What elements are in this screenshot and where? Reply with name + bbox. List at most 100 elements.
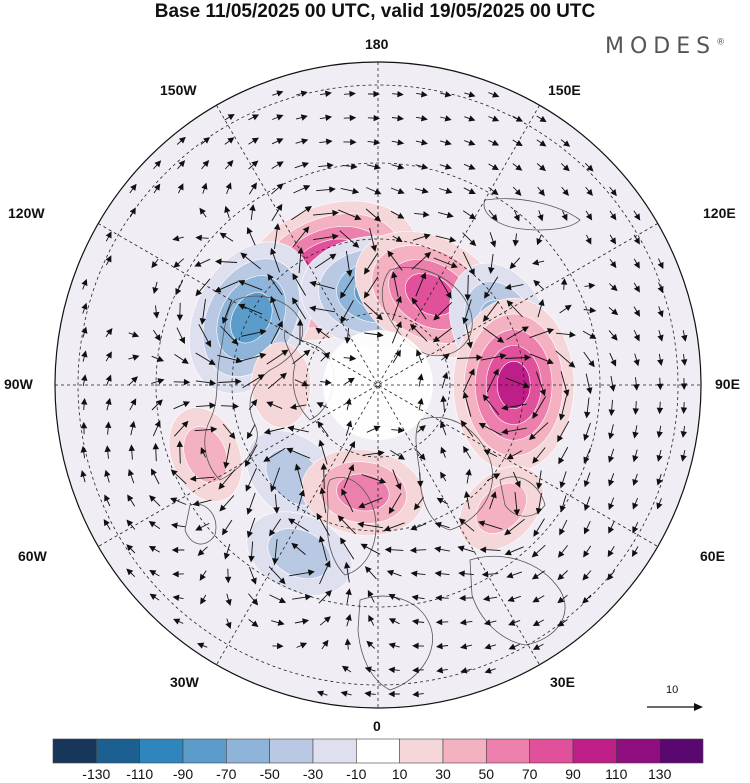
wind-arrowhead: [504, 528, 512, 536]
wind-arrowhead: [421, 139, 428, 146]
wind-vector: [438, 276, 450, 296]
wind-arrowhead: [610, 261, 617, 269]
anomaly-contour: [336, 473, 390, 512]
wind-arrowhead: [410, 524, 418, 531]
wind-arrowhead: [104, 494, 111, 502]
wind-arrowhead: [417, 397, 424, 405]
wind-arrowhead: [488, 267, 495, 274]
wind-arrowhead: [363, 291, 371, 299]
wind-arrowhead: [680, 407, 688, 415]
wind-arrowhead: [478, 423, 486, 429]
wind-vector: [361, 523, 383, 529]
wind-arrowhead: [105, 231, 112, 239]
wind-arrowhead: [412, 666, 419, 674]
wind-arrowhead: [435, 594, 442, 602]
wind-vector: [412, 235, 428, 241]
wind-vector: [529, 353, 551, 363]
wind-arrowhead: [200, 447, 207, 455]
wind-vector: [220, 325, 236, 343]
wind-arrowhead: [286, 447, 294, 454]
wind-vector: [241, 305, 263, 315]
wind-arrowhead: [656, 478, 663, 486]
wind-arrowhead: [445, 187, 453, 194]
wind-arrowhead: [512, 239, 519, 247]
wind-arrowhead: [153, 183, 161, 191]
wind-arrowhead: [468, 115, 476, 122]
wind-arrowhead: [532, 596, 540, 603]
wind-arrowhead: [538, 299, 545, 307]
wind-vector: [222, 423, 234, 437]
wind-arrowhead: [223, 552, 231, 560]
wind-arrowhead: [681, 334, 688, 342]
wind-arrowhead: [434, 570, 442, 577]
wind-arrowhead: [170, 469, 178, 477]
wind-vector: [363, 452, 381, 456]
wind-vector: [560, 395, 568, 417]
colorbar-tick-label: 110: [605, 766, 628, 782]
wind-arrowhead: [126, 544, 134, 552]
wind-arrowhead: [582, 596, 589, 604]
colorbar: [52, 738, 704, 764]
wind-vector: [464, 395, 472, 417]
wind-arrowhead: [583, 433, 590, 441]
wind-arrowhead: [251, 137, 259, 144]
wind-vectors: [80, 90, 688, 698]
wind-vector: [508, 546, 524, 554]
wind-arrowhead: [388, 666, 396, 674]
wind-arrowhead: [301, 161, 310, 169]
wind-arrowhead: [632, 455, 639, 463]
wind-arrowhead: [513, 214, 520, 222]
wind-arrowhead: [436, 667, 444, 674]
wind-arrowhead: [277, 642, 284, 650]
wind-arrowhead: [337, 515, 345, 523]
wind-arrowhead: [397, 212, 405, 219]
wind-vector: [508, 284, 524, 288]
wind-arrowhead: [373, 215, 382, 222]
brand-name: MODES: [605, 34, 717, 59]
wind-arrowhead: [251, 598, 259, 606]
wind-arrowhead: [259, 328, 267, 336]
wind-arrowhead: [656, 502, 663, 510]
wind-vector: [296, 493, 304, 511]
wind-arrowhead: [298, 489, 305, 497]
wind-arrowhead: [463, 490, 471, 498]
wind-arrowhead: [340, 537, 347, 545]
wind-arrowhead: [504, 283, 512, 291]
wind-arrowhead: [195, 524, 203, 531]
wind-arrowhead: [104, 445, 111, 453]
wind-arrowhead: [531, 573, 539, 580]
wind-vector: [391, 324, 401, 344]
wind-arrowhead: [633, 261, 640, 269]
wind-arrowhead: [608, 526, 615, 534]
wind-arrowhead: [506, 300, 514, 308]
lon-label-90w: 90W: [4, 376, 33, 392]
wind-vector: [583, 351, 593, 365]
wind-arrowhead: [509, 262, 517, 270]
wind-vector: [558, 420, 570, 440]
wind-arrowhead: [388, 506, 395, 515]
wind-arrowhead: [238, 303, 246, 310]
wind-vector: [319, 423, 329, 437]
wind-vector: [486, 371, 498, 393]
wind-arrowhead: [583, 480, 590, 488]
wind-vector: [173, 423, 187, 437]
wind-arrowhead: [263, 428, 271, 435]
wind-arrowhead: [219, 232, 227, 239]
wind-arrowhead: [263, 455, 271, 462]
wind-arrowhead: [154, 420, 161, 428]
wind-vector: [467, 274, 469, 298]
colorbar-tick-label: -50: [259, 766, 280, 782]
wind-vector: [365, 252, 379, 272]
wind-arrowhead: [680, 359, 688, 366]
wind-vector: [389, 253, 403, 271]
wind-arrowhead: [466, 341, 473, 349]
wind-arrowhead: [224, 205, 231, 213]
wind-vector: [179, 444, 181, 464]
wind-vector: [433, 257, 455, 267]
wind-arrowhead: [631, 549, 638, 557]
wind-arrowhead: [546, 358, 554, 365]
wind-arrowhead: [156, 399, 163, 407]
brand-mark: ®: [716, 37, 726, 48]
wind-arrowhead: [309, 305, 317, 312]
wind-arrowhead: [287, 425, 295, 432]
